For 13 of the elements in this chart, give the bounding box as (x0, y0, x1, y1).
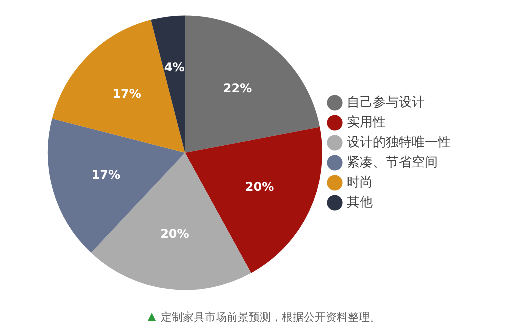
data-label: 22% (223, 82, 252, 96)
data-label: 17% (112, 86, 142, 101)
data-label: 20% (160, 226, 190, 241)
legend-label: 设计的独特唯一性 (347, 135, 451, 150)
legend-label: 其他 (347, 195, 373, 210)
data-label: 20% (245, 180, 274, 194)
legend-label: 时尚 (347, 175, 373, 190)
data-label: 17% (92, 168, 121, 182)
data-label: 4% (164, 60, 185, 75)
legend-label: 紧凑、节省空间 (347, 155, 438, 170)
legend-label: 实用性 (347, 115, 386, 130)
legend-label: 自己参与设计 (347, 95, 425, 110)
text: 定制家具市场前景预测，根据公开资料整理。 (161, 311, 381, 324)
